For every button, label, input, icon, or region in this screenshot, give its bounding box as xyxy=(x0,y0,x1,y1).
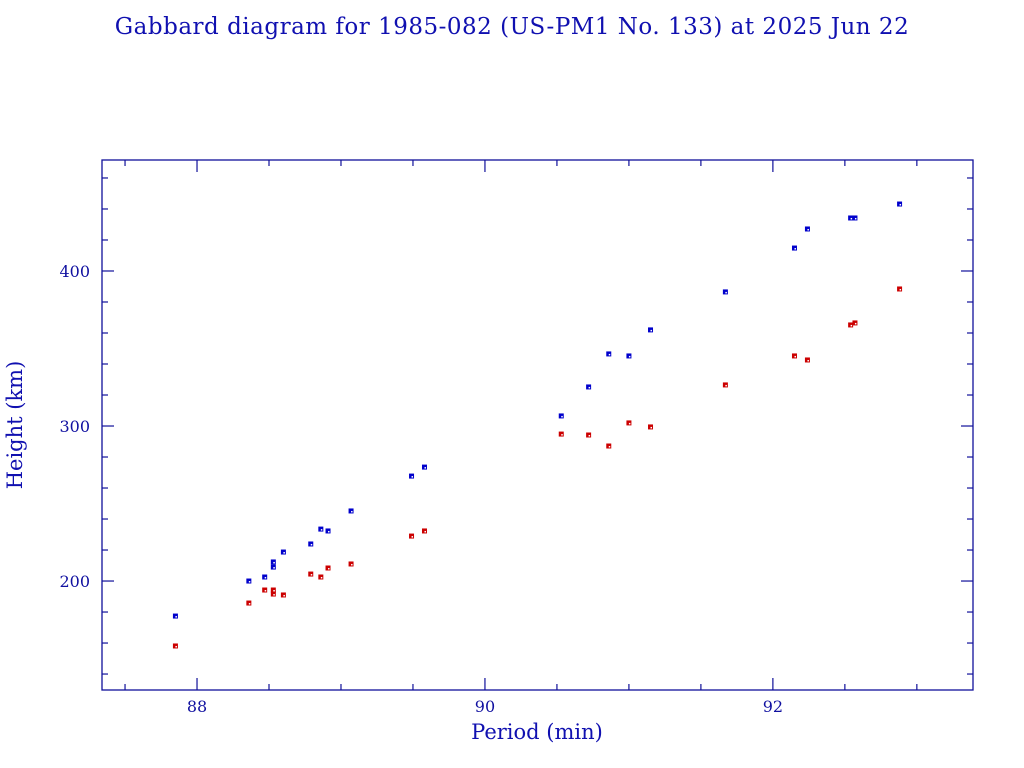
point-highlight xyxy=(310,574,313,576)
point-highlight xyxy=(850,324,853,327)
point-highlight xyxy=(351,510,353,513)
point-highlight xyxy=(248,603,251,605)
point-highlight xyxy=(175,645,177,648)
axis-ticks xyxy=(102,160,973,690)
plot-frame xyxy=(101,159,974,691)
y-axis-label: Height (km) xyxy=(3,361,27,490)
point-highlight xyxy=(794,248,796,250)
point-highlight xyxy=(351,563,353,566)
series-perigee xyxy=(172,286,903,649)
y-tick-label: 200 xyxy=(59,572,90,591)
point-highlight xyxy=(175,616,177,618)
point-highlight xyxy=(588,386,591,389)
point-highlight xyxy=(854,217,857,220)
point-highlight xyxy=(588,434,591,437)
point-highlight xyxy=(424,530,426,533)
point-highlight xyxy=(328,568,330,570)
point-highlight xyxy=(794,355,796,358)
point-highlight xyxy=(273,594,275,596)
point-highlight xyxy=(628,422,631,425)
point-highlight xyxy=(273,590,275,592)
y-tick-label: 400 xyxy=(59,262,90,281)
point-highlight xyxy=(628,355,631,358)
point-highlight xyxy=(561,434,563,436)
point-highlight xyxy=(725,291,727,294)
point-highlight xyxy=(273,561,275,564)
chart-title: Gabbard diagram for 1985-082 (US-PM1 No.… xyxy=(114,14,910,40)
point-highlight xyxy=(608,353,611,356)
point-highlight xyxy=(899,204,902,206)
x-tick-label: 90 xyxy=(475,697,495,716)
point-highlight xyxy=(248,581,251,583)
point-highlight xyxy=(320,529,323,531)
x-tick-label: 88 xyxy=(187,697,207,716)
point-highlight xyxy=(424,467,426,469)
point-highlight xyxy=(854,322,857,325)
tick-labels: 88 90 92 200 300 400 xyxy=(59,262,783,716)
point-highlight xyxy=(283,552,285,554)
x-tick-label: 92 xyxy=(763,697,783,716)
point-highlight xyxy=(807,359,809,362)
data-points xyxy=(172,201,903,649)
point-highlight xyxy=(283,594,285,597)
point-highlight xyxy=(725,384,727,387)
y-tick-label: 300 xyxy=(59,417,90,436)
point-highlight xyxy=(899,288,902,291)
point-highlight xyxy=(608,446,611,448)
point-highlight xyxy=(411,536,414,538)
series-apogee xyxy=(172,201,903,619)
point-highlight xyxy=(807,228,809,231)
point-highlight xyxy=(850,217,853,220)
point-highlight xyxy=(310,543,313,546)
point-highlight xyxy=(411,476,414,478)
point-highlight xyxy=(273,567,275,569)
point-highlight xyxy=(264,576,267,579)
point-highlight xyxy=(650,329,653,332)
point-highlight xyxy=(328,530,330,533)
x-axis-label: Period (min) xyxy=(471,720,603,744)
point-highlight xyxy=(561,415,563,418)
point-highlight xyxy=(264,590,267,592)
point-highlight xyxy=(320,576,323,579)
point-highlight xyxy=(650,426,653,429)
